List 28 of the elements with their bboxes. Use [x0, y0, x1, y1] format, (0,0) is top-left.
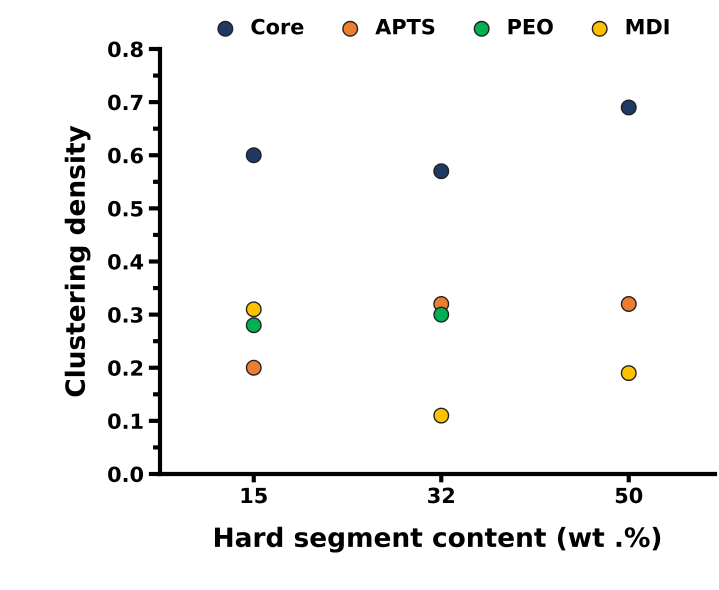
y-tick-label: 0.7 [108, 94, 142, 110]
point [246, 317, 262, 334]
point [620, 296, 637, 312]
y-tick-label: 0.5 [108, 200, 143, 217]
y-tick-label: 0.6 [108, 148, 143, 164]
y-tick-label: 0.8 [108, 41, 143, 58]
y-tick-label: 0.3 [108, 307, 142, 323]
point [433, 408, 450, 424]
point [433, 163, 450, 180]
legend-label: Core [251, 18, 304, 35]
y-tick-label: 0.1 [108, 413, 143, 430]
y-tick-label: 0.2 [108, 360, 142, 376]
x-tick-label: 15 [242, 488, 267, 504]
point [246, 301, 262, 318]
x-tick-label: 32 [428, 488, 454, 504]
point [620, 99, 637, 116]
x-tick-label: 50 [616, 488, 642, 504]
point [620, 365, 637, 382]
point [246, 147, 262, 164]
point [433, 306, 450, 323]
x-axis-title: Hard segment content (wt .%) [214, 526, 660, 553]
legend-label: MDI [626, 19, 669, 34]
y-tick-label: 0.0 [108, 466, 144, 482]
y-axis-title: Clustering density [64, 126, 90, 396]
legend-label: APTS [375, 18, 434, 35]
legend-label: PEO [508, 18, 553, 35]
y-tick-label: 0.4 [108, 254, 144, 270]
point [246, 360, 262, 376]
